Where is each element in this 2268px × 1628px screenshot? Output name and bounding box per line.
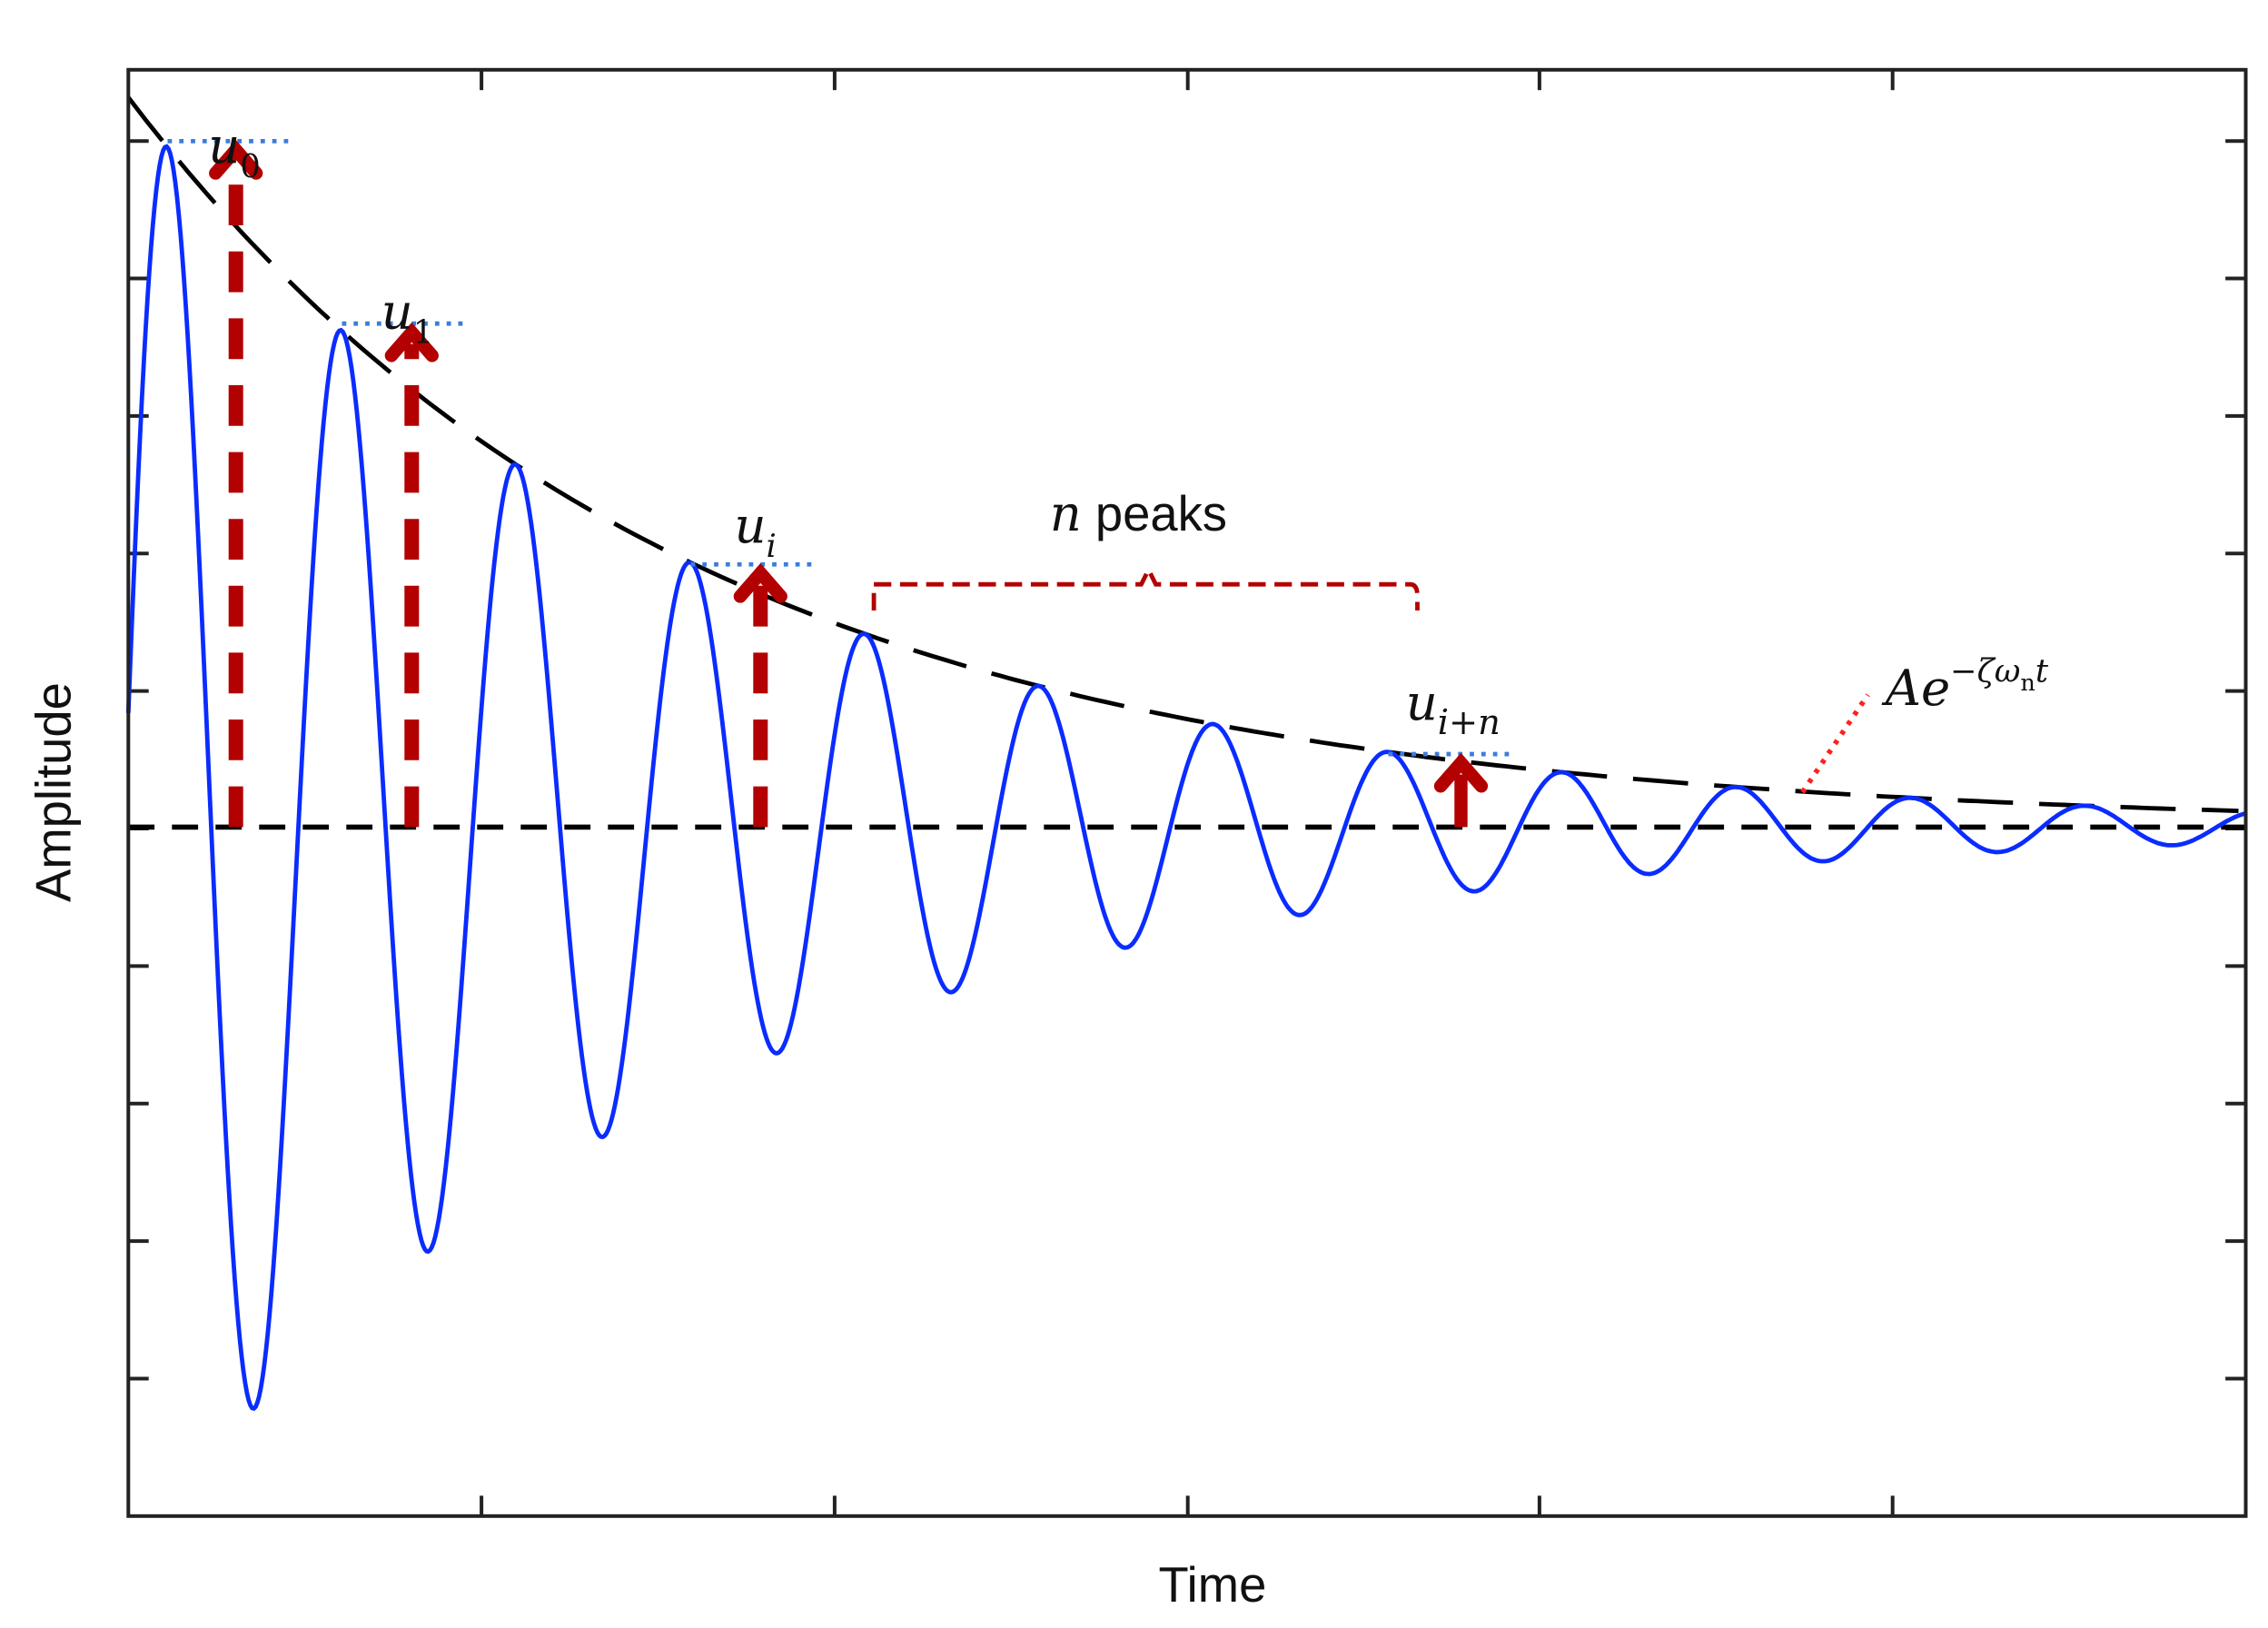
label-ui-plus-n: ui+n: [1406, 674, 1500, 743]
arrowhead-ui: [733, 562, 787, 603]
x-axis-label: Time: [1158, 1557, 1266, 1613]
label-ui: ui: [735, 497, 777, 565]
plot-frame: [126, 67, 2248, 1518]
label-n-peaks: n peaks: [1050, 485, 1227, 542]
label-u1: u1: [381, 283, 433, 352]
label-u0: u0: [208, 117, 260, 185]
y-axis-label: Amplitude: [25, 682, 81, 902]
n-peaks-bracket: [871, 564, 1420, 610]
plot-marks: [125, 95, 2248, 1412]
arrowhead-u0: [209, 140, 263, 180]
envelope-leader-line: [1800, 693, 1870, 794]
signal-curve: [125, 144, 2248, 1412]
arrowhead-uin: [1433, 752, 1489, 793]
envelope-curve: [126, 95, 2239, 814]
arrowhead-u1: [384, 322, 439, 362]
label-envelope: Ae−ζωnt: [1881, 652, 2049, 717]
axis-ticks: [128, 69, 2246, 1516]
